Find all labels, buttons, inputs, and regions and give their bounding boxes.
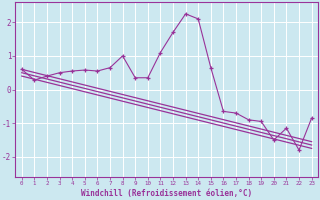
X-axis label: Windchill (Refroidissement éolien,°C): Windchill (Refroidissement éolien,°C) bbox=[81, 189, 252, 198]
